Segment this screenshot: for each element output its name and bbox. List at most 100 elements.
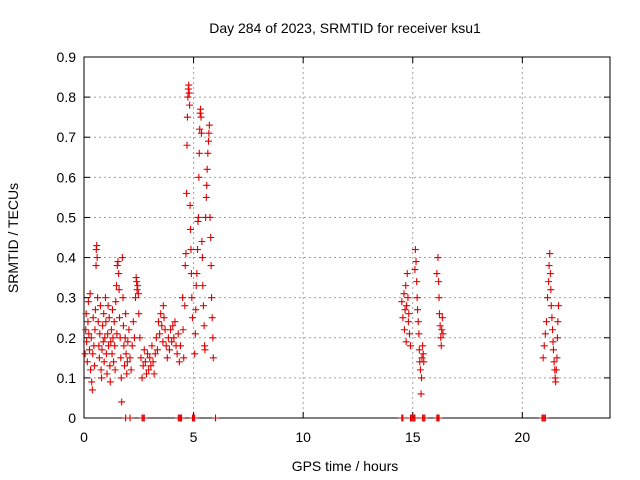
- data-point: [99, 322, 107, 330]
- data-point: [101, 334, 109, 342]
- data-point: [116, 314, 124, 322]
- data-point: [102, 318, 110, 326]
- data-point: [188, 314, 196, 322]
- data-point: [194, 246, 202, 254]
- data-point: [115, 270, 123, 278]
- data-point: [183, 189, 191, 197]
- data-point: [96, 302, 104, 310]
- data-point: [118, 398, 126, 406]
- data-point: [552, 378, 560, 386]
- data-point: [208, 314, 216, 322]
- data-point: [128, 342, 136, 350]
- data-point: [202, 193, 210, 201]
- y-tick-label: 0: [68, 410, 76, 426]
- data-point: [115, 286, 123, 294]
- data-point: [87, 366, 95, 374]
- data-point: [134, 290, 142, 298]
- data-point: [181, 262, 189, 270]
- data-point: [167, 326, 175, 334]
- data-point: [135, 310, 143, 318]
- data-point: [173, 350, 181, 358]
- data-point: [93, 254, 101, 262]
- data-point: [82, 310, 90, 318]
- data-point: [162, 342, 170, 350]
- data-point: [182, 250, 190, 258]
- data-point: [92, 262, 100, 270]
- data-point: [110, 318, 118, 326]
- data-point: [140, 346, 148, 354]
- data-point: [106, 378, 114, 386]
- data-point: [95, 354, 103, 362]
- data-point: [180, 354, 188, 362]
- data-point: [201, 346, 209, 354]
- data-point: [133, 286, 141, 294]
- data-point: [197, 105, 205, 113]
- data-point: [398, 298, 406, 306]
- data-point: [163, 354, 171, 362]
- data-point: [151, 350, 159, 358]
- data-point: [100, 310, 108, 318]
- data-point: [176, 342, 184, 350]
- data-point: [187, 246, 195, 254]
- data-point: [85, 346, 93, 354]
- y-tick-label: 0.4: [57, 250, 77, 266]
- data-point: [435, 310, 443, 318]
- data-point: [111, 342, 119, 350]
- data-point: [107, 326, 115, 334]
- y-tick-label: 0.3: [57, 290, 77, 306]
- data-point: [137, 354, 145, 362]
- data-point: [165, 346, 173, 354]
- data-point: [195, 149, 203, 157]
- data-point: [205, 129, 213, 137]
- data-point: [403, 270, 411, 278]
- data-point: [141, 358, 149, 366]
- data-point: [122, 310, 130, 318]
- data-point: [413, 294, 421, 302]
- data-point: [197, 129, 205, 137]
- data-point: [113, 330, 121, 338]
- data-point: [156, 330, 164, 338]
- data-point: [544, 294, 552, 302]
- data-point: [91, 306, 99, 314]
- data-point: [83, 338, 91, 346]
- data-point: [209, 354, 217, 362]
- data-point: [94, 294, 102, 302]
- data-point: [405, 330, 413, 338]
- data-point: [149, 358, 157, 366]
- data-point: [404, 318, 412, 326]
- x-tick-label: 5: [190, 429, 198, 445]
- data-point: [83, 358, 91, 366]
- data-point: [438, 314, 446, 322]
- data-point: [191, 330, 199, 338]
- data-point: [553, 334, 561, 342]
- y-tick-label: 0.6: [57, 169, 77, 185]
- data-point: [139, 362, 147, 370]
- data-point: [419, 342, 427, 350]
- data-point: [108, 306, 116, 314]
- chart-title: Day 284 of 2023, SRMTID for receiver ksu…: [209, 20, 481, 36]
- data-point: [146, 354, 154, 362]
- data-point: [169, 322, 177, 330]
- data-point: [411, 414, 419, 422]
- data-point: [117, 354, 125, 362]
- data-point: [88, 378, 96, 386]
- x-tick-label: 10: [295, 429, 311, 445]
- data-point: [153, 346, 161, 354]
- y-tick-label: 0.2: [57, 330, 77, 346]
- data-point: [418, 374, 426, 382]
- data-point: [140, 414, 148, 422]
- data-point: [208, 294, 216, 302]
- data-points: [81, 81, 562, 422]
- data-point: [183, 113, 191, 121]
- data-point: [178, 414, 186, 422]
- data-point: [404, 294, 412, 302]
- data-point: [105, 342, 113, 350]
- data-point: [402, 338, 410, 346]
- data-point: [194, 213, 202, 221]
- data-point: [120, 342, 128, 350]
- data-point: [100, 358, 108, 366]
- data-point: [112, 282, 120, 290]
- data-point: [124, 338, 132, 346]
- data-point: [126, 414, 134, 422]
- y-tick-label: 0.7: [57, 129, 77, 145]
